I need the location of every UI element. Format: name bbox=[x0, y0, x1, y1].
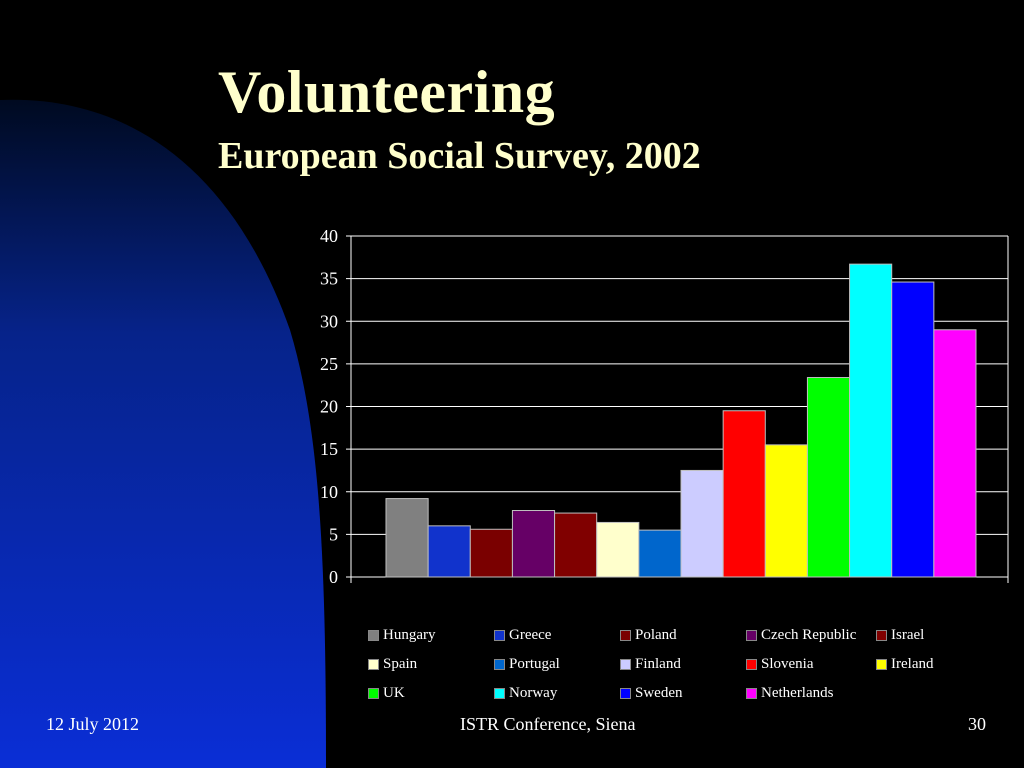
bar-norway bbox=[849, 263, 893, 578]
bar-slovenia bbox=[722, 410, 766, 578]
legend-swatch bbox=[368, 659, 379, 670]
legend-label: UK bbox=[383, 685, 405, 701]
legend-label: Sweden bbox=[635, 685, 683, 701]
bar-czech-republic bbox=[511, 510, 556, 578]
legend-label: Norway bbox=[509, 685, 558, 701]
legend-item-greece: Greece bbox=[494, 627, 551, 644]
chart-legend: Hungary Greece Poland Czech Republic Israel S… bbox=[368, 627, 998, 717]
bar-finland bbox=[680, 469, 724, 578]
legend-label: Greece bbox=[509, 627, 552, 643]
legend-swatch bbox=[620, 688, 631, 699]
y-tick-label: 5 bbox=[329, 524, 338, 544]
legend-item-spain: Spain bbox=[368, 656, 417, 673]
y-tick-label: 25 bbox=[320, 354, 338, 374]
y-tick-label: 30 bbox=[320, 311, 338, 331]
legend-swatch bbox=[620, 630, 631, 641]
bar-greece bbox=[427, 525, 471, 578]
y-tick-label: 10 bbox=[320, 482, 338, 502]
legend-item-finland: Finland bbox=[620, 656, 681, 673]
slide-subtitle: European Social Survey, 2002 bbox=[218, 135, 701, 177]
footer-conference: ISTR Conference, Siena bbox=[460, 714, 636, 734]
legend-label: Spain bbox=[383, 656, 418, 672]
legend-swatch bbox=[494, 659, 505, 670]
legend-item-portugal: Portugal bbox=[494, 656, 560, 673]
legend-label: Slovenia bbox=[761, 656, 814, 672]
legend-swatch bbox=[876, 630, 887, 641]
footer-date: 12 July 2012 bbox=[46, 714, 140, 734]
legend-label: Netherlands bbox=[761, 685, 834, 701]
legend-item-netherlands: Netherlands bbox=[746, 685, 833, 702]
legend-item-ireland: Ireland bbox=[876, 656, 933, 673]
legend-swatch bbox=[876, 659, 887, 670]
legend-item-poland: Poland bbox=[620, 627, 677, 644]
legend-item-czech-republic: Czech Republic bbox=[746, 627, 856, 644]
bar-sweden bbox=[891, 281, 935, 578]
legend-label: Israel bbox=[891, 627, 925, 643]
legend-item-israel: Israel bbox=[876, 627, 924, 644]
y-tick-label: 40 bbox=[320, 226, 338, 246]
legend-label: Portugal bbox=[509, 656, 560, 672]
legend-item-norway: Norway bbox=[494, 685, 557, 702]
bar-netherlands bbox=[933, 329, 977, 578]
legend-swatch bbox=[746, 630, 757, 641]
bar-ireland bbox=[764, 444, 808, 578]
legend-label: Ireland bbox=[891, 656, 934, 672]
legend-item-uk: UK bbox=[368, 685, 405, 702]
y-tick-label: 20 bbox=[320, 397, 338, 417]
legend-swatch bbox=[494, 630, 505, 641]
legend-item-hungary: Hungary bbox=[368, 627, 436, 644]
y-tick-label: 35 bbox=[320, 269, 338, 289]
y-tick-label: 15 bbox=[320, 439, 338, 459]
legend-item-slovenia: Slovenia bbox=[746, 656, 814, 673]
bar-israel bbox=[554, 512, 598, 578]
bar-portugal bbox=[638, 529, 682, 578]
bar-poland bbox=[469, 528, 513, 578]
legend-label: Finland bbox=[635, 656, 681, 672]
legend-label: Poland bbox=[635, 627, 677, 643]
legend-swatch bbox=[494, 688, 505, 699]
legend-item-sweden: Sweden bbox=[620, 685, 683, 702]
legend-swatch bbox=[620, 659, 631, 670]
legend-swatch bbox=[746, 688, 757, 699]
slide-title: Volunteering bbox=[218, 59, 556, 125]
bar-hungary bbox=[385, 498, 429, 578]
y-tick-label: 0 bbox=[329, 567, 338, 587]
legend-swatch bbox=[368, 630, 379, 641]
bar-uk bbox=[806, 377, 851, 578]
legend-swatch bbox=[746, 659, 757, 670]
footer-page-number: 30 bbox=[968, 714, 986, 734]
legend-label: Hungary bbox=[383, 627, 436, 643]
legend-swatch bbox=[368, 688, 379, 699]
bar-spain bbox=[596, 521, 640, 578]
legend-label: Czech Republic bbox=[761, 627, 857, 643]
